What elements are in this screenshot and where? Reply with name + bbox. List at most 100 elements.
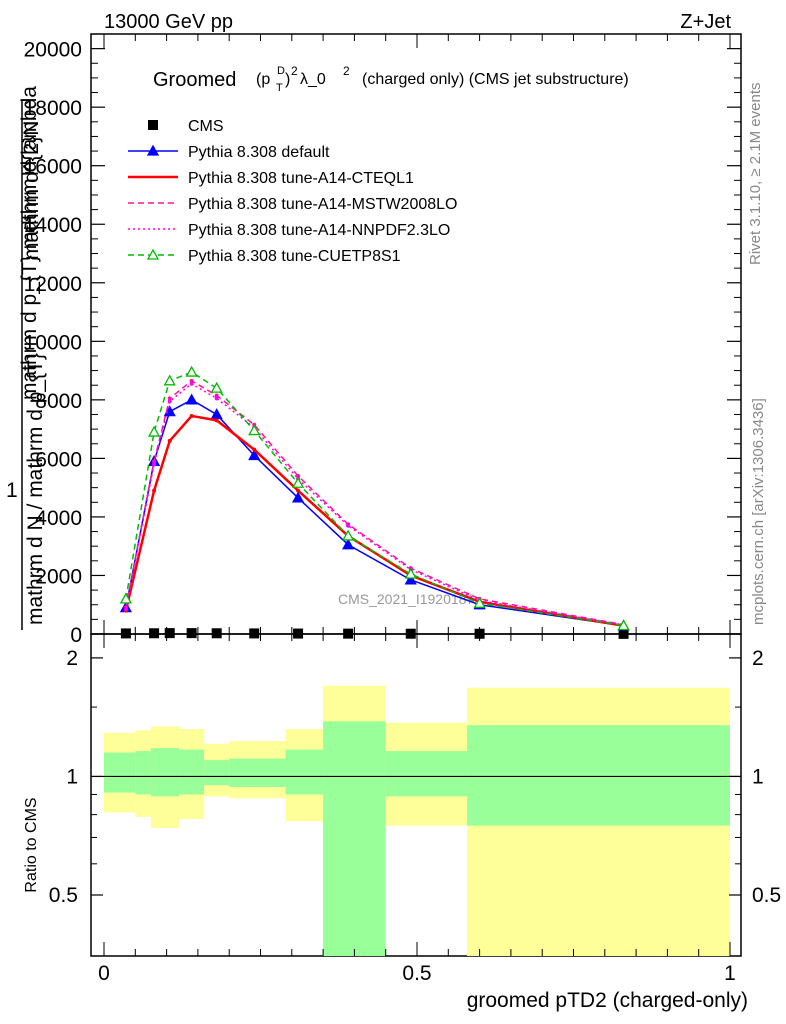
series-marker: [214, 396, 219, 401]
legend-label: Pythia 8.308 tune-A14-NNPDF2.3LO: [188, 222, 450, 239]
series-marker: [189, 378, 194, 383]
ratio-green-band-1: [135, 751, 151, 795]
cms-data-point: [120, 628, 131, 639]
title-prefix: Groomed: [153, 69, 236, 91]
legend-label: Pythia 8.308 default: [188, 144, 330, 161]
energy-label: 13000 GeV pp: [104, 11, 233, 33]
title-sup: D: [277, 65, 285, 77]
main-ytick-label: 4000: [35, 507, 82, 530]
series-marker: [296, 488, 301, 493]
legend: CMS Pythia 8.308 default Pythia 8.308 tune…: [128, 118, 457, 265]
main-ytick-label: 8000: [35, 390, 82, 413]
title-suffix: ): [285, 71, 290, 88]
watermark: CMS_2021_I1920187: [338, 591, 474, 607]
ratio-ytick-label-left: 2: [66, 647, 78, 670]
mcplots-label: mcplots.cern.ch [arXiv:1306.3436]: [750, 398, 767, 625]
title-sub: T: [276, 82, 283, 94]
ratio-green-band-3: [179, 749, 205, 795]
series-marker: [189, 381, 194, 386]
series-marker: [210, 408, 223, 420]
ratio-green-band-6: [285, 749, 324, 795]
ratio-ytick-label-left: 1: [66, 765, 78, 788]
cms-data-point: [249, 628, 260, 639]
ratio-plot-frame: [90, 633, 742, 957]
main-axis-ticks: 0 2000 4000 6000 8000 10000 12000 14000 16000 180…: [24, 39, 741, 647]
ratio-green-band-0: [104, 752, 136, 793]
series-pythia-8-308-tune-a14-mstw2008lo: [123, 378, 626, 627]
ratio-green-band-5: [229, 758, 286, 788]
title-formula: (p: [256, 71, 270, 88]
cms-data-point: [186, 628, 197, 639]
series-marker: [167, 399, 172, 404]
legend-marker-cms: [148, 120, 158, 130]
cms-data-point: [474, 628, 485, 639]
series-marker: [147, 425, 161, 437]
series-marker: [167, 396, 172, 401]
plot-title: Groomed (p T D ) 2 λ_0 2 (charged only) …: [153, 64, 629, 94]
series-marker: [404, 573, 417, 585]
series-marker: [163, 374, 176, 386]
title-lambda-pow: 2: [343, 64, 350, 78]
series-line: [125, 371, 624, 627]
main-ytick-label: 14000: [24, 214, 82, 237]
cms-data-point: [618, 628, 629, 639]
series-marker: [404, 567, 417, 579]
cms-data-point: [343, 628, 354, 639]
legend-marker: [146, 248, 160, 260]
title-rest: (charged only) (CMS jet substructure): [362, 71, 629, 88]
series-marker: [214, 393, 219, 398]
main-ytick-label: 10000: [24, 331, 82, 354]
main-ytick-label: 6000: [35, 448, 82, 471]
ratio-green-band-9: [467, 725, 730, 826]
series-marker: [210, 381, 223, 393]
series-marker: [185, 365, 198, 377]
x-tick-label: 1: [724, 962, 736, 985]
series-marker: [248, 424, 261, 436]
series-marker: [252, 447, 257, 452]
x-tick-label: 0: [98, 962, 110, 985]
series-marker: [214, 418, 219, 423]
legend-marker: [146, 144, 160, 156]
legend-label: CMS: [188, 118, 224, 135]
series-marker: [342, 538, 355, 550]
main-ytick-label: 0: [70, 624, 82, 647]
series-marker: [185, 393, 198, 405]
cms-data-point: [149, 628, 160, 639]
main-ytick-label: 16000: [24, 156, 82, 179]
ratio-y-label: Ratio to CMS: [23, 797, 40, 892]
cms-data-point: [405, 628, 416, 639]
ratio-ytick-label-right: 2: [752, 647, 764, 670]
series-pythia-8-308-tune-cuetp8s1: [119, 365, 630, 631]
ylabel-one: 1: [6, 479, 18, 502]
ratio-green-band-4: [204, 760, 230, 786]
main-ytick-label: 12000: [24, 273, 82, 296]
process-label: Z+Jet: [680, 11, 731, 33]
ylabel-middle: mathrm d p_{T} mathrm d lambda: [18, 86, 41, 400]
ratio-green-band-7: [323, 721, 386, 956]
title-pow: 2: [291, 64, 298, 78]
cms-data-point: [211, 628, 222, 639]
main-ytick-label: 20000: [24, 39, 82, 62]
series-marker: [123, 607, 128, 612]
x-axis-label: groomed pTD2 (charged-only): [467, 989, 748, 1012]
legend-label: Pythia 8.308 tune-A14-CTEQL1: [188, 170, 414, 187]
ratio-green-band-8: [385, 751, 468, 797]
series-marker: [291, 476, 305, 488]
series-marker: [189, 413, 194, 418]
series-marker: [346, 523, 351, 528]
series-marker: [152, 488, 157, 493]
ylabel-top-fragment: mathrm d^{2}N: [20, 121, 43, 260]
title-lambda: λ_0: [300, 71, 326, 88]
ratio-bands: [91, 685, 741, 956]
series-marker: [617, 619, 630, 631]
series-marker: [342, 529, 355, 541]
series-line: [125, 379, 624, 626]
series-marker: [291, 491, 305, 503]
main-ytick-label: 2000: [35, 565, 82, 588]
legend-label: Pythia 8.308 tune-CUETP8S1: [188, 248, 401, 265]
x-tick-label: 0.5: [402, 962, 431, 985]
main-series: [119, 365, 630, 639]
ratio-ytick-label-right: 1: [752, 765, 764, 788]
series-cms: [120, 628, 629, 639]
